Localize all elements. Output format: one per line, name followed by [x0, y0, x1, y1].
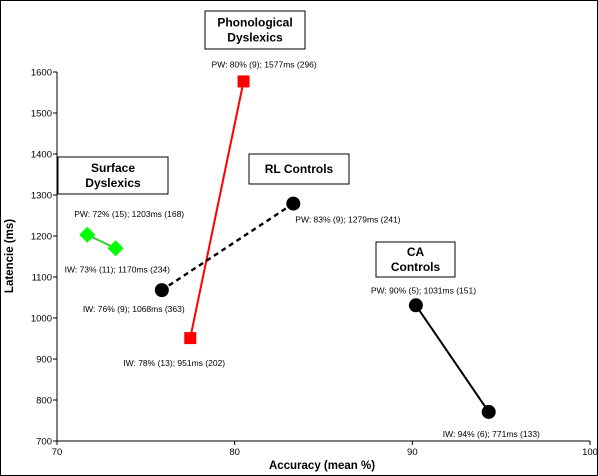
y-tick-label: 800 — [36, 396, 52, 407]
x-ticks: 70 80 90 100 — [52, 441, 598, 458]
series-layer — [79, 75, 496, 419]
group-label-text: CA — [407, 245, 425, 259]
y-tick-label: 1200 — [31, 232, 52, 243]
data-label: PW: 80% (9); 1577ms (296) — [212, 59, 317, 69]
x-tick-label: 90 — [407, 447, 418, 458]
group-label-frame — [204, 10, 306, 50]
data-point — [184, 332, 197, 345]
x-tick-label: 100 — [582, 447, 598, 458]
data-point — [79, 226, 96, 243]
series-ca-controls — [408, 298, 496, 419]
y-axis-title: Latencie (ms) — [4, 219, 16, 293]
group-label-layer: PhonologicalDyslexicsSurfaceDyslexicsRL … — [57, 10, 456, 278]
group-label-box: RL Controls — [248, 153, 350, 185]
group-label-frame — [248, 153, 350, 185]
x-axis-title: Accuracy (mean %) — [269, 460, 375, 472]
data-point — [237, 75, 250, 88]
y-tick-label: 1300 — [31, 191, 52, 202]
y-tick-label: 1400 — [31, 150, 52, 161]
data-point — [286, 196, 301, 211]
annotation-layer: PW: 80% (9); 1577ms (296) IW: 78% (13); 9… — [65, 59, 540, 438]
data-point — [154, 283, 169, 298]
y-tick-label: 1500 — [31, 109, 52, 120]
data-label: PW: 90% (5); 1031ms (151) — [371, 285, 476, 295]
series-phonological-dyslexics — [184, 75, 250, 345]
data-label: IW: 78% (13); 951ms (202) — [123, 358, 225, 368]
series-line — [415, 304, 490, 413]
series-rl-controls — [154, 196, 301, 298]
x-tick-label: 70 — [52, 447, 63, 458]
group-label-frame — [375, 241, 456, 278]
data-label: IW: 76% (9); 1068ms (363) — [83, 304, 185, 314]
group-label-frame — [57, 156, 169, 195]
y-ticks: 700 800 900 1000 1100 1200 1300 1400 1500 1600 — [31, 68, 57, 448]
data-point — [408, 298, 423, 313]
series-surface-dyslexics — [79, 226, 124, 257]
group-label-text: Surface — [91, 161, 135, 175]
data-point — [107, 240, 124, 257]
x-tick-label: 80 — [229, 447, 240, 458]
group-label-text: Dyslexics — [227, 31, 283, 45]
y-tick-label: 1000 — [31, 314, 52, 325]
group-label-text: RL Controls — [265, 162, 334, 176]
data-label: PW: 83% (9); 1279ms (241) — [295, 215, 400, 225]
data-point — [481, 404, 496, 419]
group-label-text: Dyslexics — [85, 176, 141, 190]
series-line — [189, 81, 245, 339]
y-tick-label: 1100 — [32, 273, 52, 284]
y-tick-label: 900 — [36, 355, 52, 366]
group-label-text: Controls — [391, 260, 441, 274]
data-label: PW: 72% (15); 1203ms (168) — [74, 209, 184, 219]
data-label: IW: 94% (6); 771ms (133) — [443, 429, 540, 439]
y-tick-label: 700 — [36, 437, 52, 448]
group-label-text: Phonological — [217, 16, 292, 30]
data-label: IW: 73% (11); 1170ms (234) — [65, 264, 171, 274]
y-tick-label: 1600 — [31, 68, 52, 79]
